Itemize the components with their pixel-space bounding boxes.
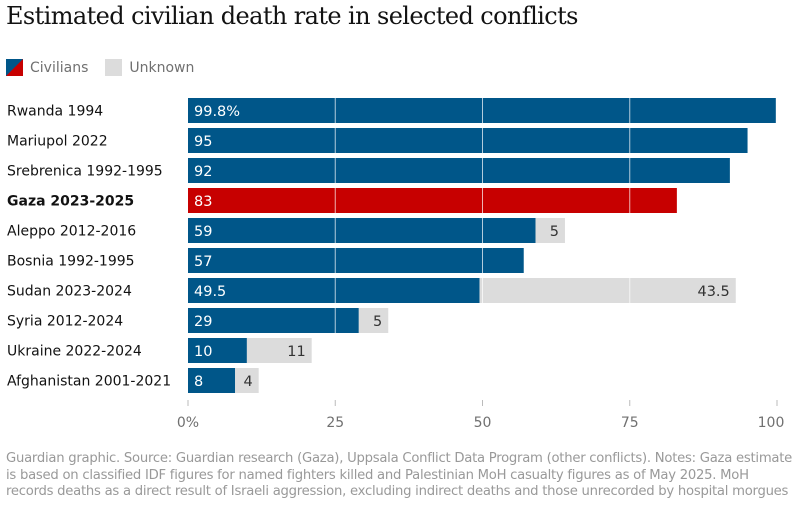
bar-civilians [188, 218, 536, 243]
data-label-unknown: 5 [550, 224, 559, 240]
data-label-unknown: 5 [373, 314, 382, 330]
data-label-civilians: 49.5 [194, 284, 226, 300]
bar-civilians [188, 368, 236, 393]
data-label-civilians: 8 [194, 374, 203, 390]
data-label-unknown: 4 [243, 374, 252, 390]
category-label: Aleppo 2012-2016 [7, 224, 136, 240]
data-label-civilians: 29 [194, 314, 212, 330]
bar-civilians [188, 278, 480, 303]
bar-unknown [235, 368, 259, 393]
category-label: Mariupol 2022 [7, 134, 108, 150]
legend-swatch-unknown [105, 59, 123, 76]
category-labels: Rwanda 1994 Mariupol 2022 Srebrenica 1992-… [7, 104, 171, 390]
bars: 99.8% 95 92 83 59 5 57 49.5 43.5 29 5 10 11 8 4 [188, 98, 776, 393]
source-notes: Guardian graphic. Source: Guardian resea… [6, 451, 793, 499]
data-label-civilians: 59 [194, 224, 212, 240]
legend: Civilians Unknown [6, 59, 211, 76]
x-tick-label: 25 [326, 415, 344, 431]
category-label: Sudan 2023-2024 [7, 284, 132, 300]
bar-civilians [188, 128, 748, 153]
category-label: Rwanda 1994 [7, 104, 103, 120]
x-tick-label: 100 [758, 415, 785, 431]
bar-civilians [188, 158, 730, 183]
category-label: Ukraine 2022-2024 [7, 344, 142, 360]
category-label: Syria 2012-2024 [7, 314, 123, 330]
category-label: Gaza 2023-2025 [7, 194, 134, 210]
legend-label-unknown: Unknown [129, 59, 195, 76]
bar-civilians [188, 188, 677, 213]
data-label-civilians: 83 [194, 194, 212, 210]
gridlines [334, 96, 631, 394]
category-label: Srebrenica 1992-1995 [7, 164, 163, 180]
bar-unknown [479, 278, 736, 303]
bar-chart: 99.8% 95 92 83 59 5 57 49.5 43.5 29 5 10 11 8 4 Rwanda … [7, 96, 784, 431]
legend-item-civilians: Civilians [6, 59, 88, 76]
category-label: Bosnia 1992-1995 [7, 254, 135, 270]
x-axis: 0% 25 50 75 100 [177, 400, 784, 431]
legend-label-civilians: Civilians [30, 59, 89, 76]
bar-unknown [535, 218, 565, 243]
chart-title: Estimated civilian death rate in selecte… [6, 2, 578, 30]
category-label: Afghanistan 2001-2021 [7, 374, 171, 390]
data-label-unknown: 11 [287, 344, 305, 360]
bar-civilians [188, 248, 524, 273]
data-label-civilians: 99.8% [194, 104, 240, 120]
data-label-civilians: 57 [194, 254, 212, 270]
bar-unknown [246, 338, 312, 363]
bar-civilians [188, 338, 247, 363]
legend-item-unknown: Unknown [105, 59, 194, 76]
data-label-unknown: 43.5 [697, 284, 729, 300]
x-tick-label: 75 [621, 415, 639, 431]
data-label-civilians: 10 [194, 344, 212, 360]
data-label-civilians: 92 [194, 164, 212, 180]
x-tick-label: 0% [177, 415, 199, 431]
legend-swatch-civilians [6, 59, 23, 76]
bar-civilians [188, 98, 776, 123]
x-tick-label: 50 [474, 415, 492, 431]
bar-civilians [188, 308, 359, 333]
data-label-civilians: 95 [194, 134, 212, 150]
bar-unknown [358, 308, 389, 333]
